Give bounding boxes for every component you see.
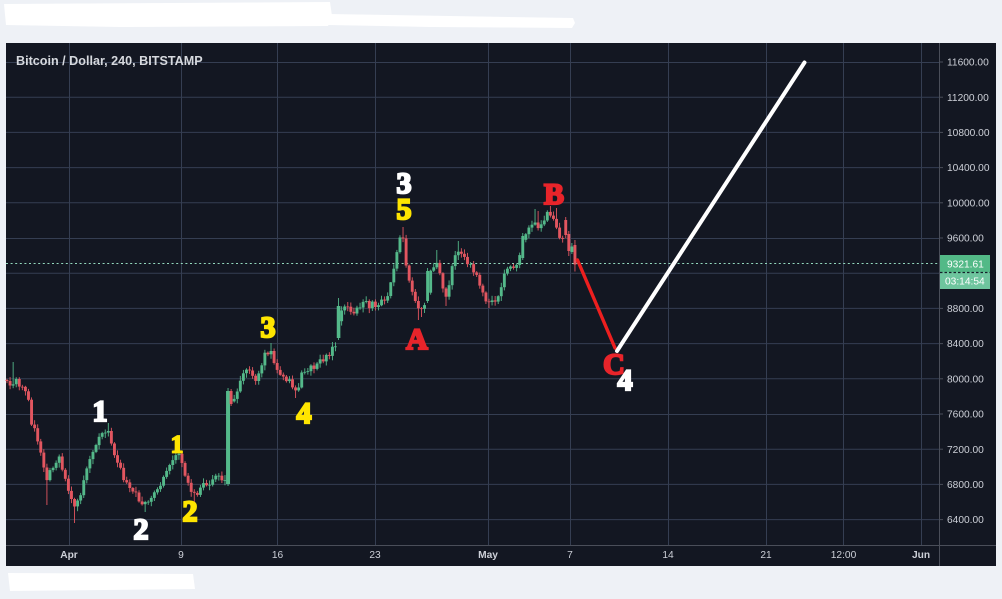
- svg-text:23: 23: [369, 550, 381, 561]
- svg-text:11600.00: 11600.00: [947, 58, 989, 69]
- svg-text:A: A: [406, 323, 428, 356]
- svg-text:8800.00: 8800.00: [947, 304, 984, 315]
- svg-text:6800.00: 6800.00: [947, 480, 984, 491]
- svg-text:16: 16: [272, 550, 284, 561]
- svg-text:3: 3: [397, 167, 412, 200]
- svg-text:5: 5: [397, 193, 412, 226]
- svg-text:14: 14: [662, 550, 674, 561]
- svg-text:3: 3: [261, 311, 276, 344]
- svg-text:9321.61: 9321.61: [947, 260, 984, 271]
- svg-text:2: 2: [134, 513, 149, 546]
- svg-text:03:14:54: 03:14:54: [945, 277, 985, 288]
- svg-text:9600.00: 9600.00: [947, 234, 984, 245]
- svg-text:Bitcoin / Dollar, 240, BITSTAM: Bitcoin / Dollar, 240, BITSTAMP: [16, 54, 203, 68]
- svg-text:8400.00: 8400.00: [947, 339, 984, 350]
- svg-text:Apr: Apr: [60, 550, 78, 561]
- svg-text:11200.00: 11200.00: [947, 93, 989, 104]
- svg-text:2: 2: [183, 495, 198, 528]
- svg-text:12:00: 12:00: [831, 550, 857, 561]
- svg-text:1: 1: [93, 395, 108, 428]
- svg-text:8000.00: 8000.00: [947, 374, 984, 385]
- svg-text:9: 9: [178, 550, 184, 561]
- svg-text:B: B: [544, 178, 564, 211]
- svg-text:7600.00: 7600.00: [947, 410, 984, 421]
- svg-text:7200.00: 7200.00: [947, 445, 984, 456]
- svg-text:10000.00: 10000.00: [947, 198, 990, 209]
- svg-text:4: 4: [618, 364, 633, 397]
- svg-text:7: 7: [567, 550, 573, 561]
- svg-text:10400.00: 10400.00: [947, 163, 990, 174]
- svg-text:1: 1: [171, 431, 184, 458]
- svg-text:Jun: Jun: [912, 550, 930, 561]
- svg-text:4: 4: [297, 397, 312, 430]
- svg-text:6400.00: 6400.00: [947, 515, 984, 526]
- svg-text:21: 21: [760, 550, 772, 561]
- svg-text:10800.00: 10800.00: [947, 128, 990, 139]
- svg-text:C: C: [603, 348, 625, 381]
- svg-text:May: May: [478, 550, 498, 561]
